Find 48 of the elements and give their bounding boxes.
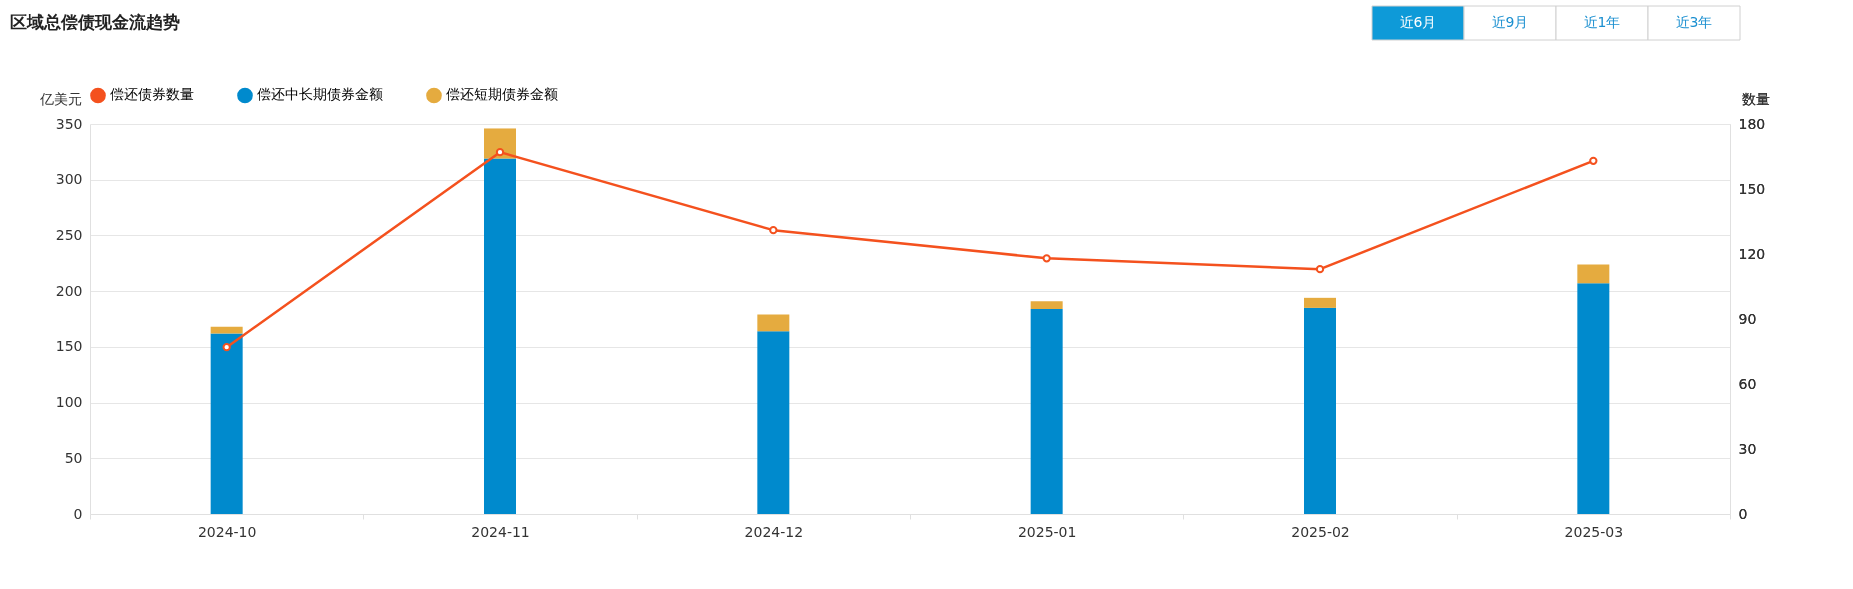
text: 近6月 <box>1399 14 1437 30</box>
y2-tick-label: 180 <box>1738 115 1766 132</box>
y2-tick-label: 120 <box>1738 245 1766 262</box>
y2-tick-label: 150 <box>1738 180 1766 197</box>
bar <box>210 333 243 514</box>
chart-title: 区域总偿债现金流趋势 <box>10 12 180 32</box>
y2-tick-label: 30 <box>1738 440 1757 457</box>
y2-tick-label: 90 <box>1738 310 1757 327</box>
y-tick-label: 0 <box>73 505 83 522</box>
y-tick-label: 350 <box>55 115 83 132</box>
y-tick-label: 50 <box>64 449 83 466</box>
bar <box>757 331 790 514</box>
y2-tick-label: 0 <box>1738 505 1748 522</box>
bar <box>1577 283 1610 514</box>
x-tick-label: 2024-12 <box>744 523 804 540</box>
bar <box>1030 308 1063 514</box>
y2-tick-label: 60 <box>1738 375 1757 392</box>
bar <box>1577 264 1610 284</box>
text: 近3年 <box>1675 14 1713 30</box>
y-tick-label: 250 <box>55 226 83 243</box>
y-tick-label: 300 <box>55 171 83 188</box>
x-tick-label: 2025-02 <box>1291 523 1350 540</box>
bar <box>1304 307 1336 514</box>
point <box>1589 156 1598 165</box>
y-axis-title: 亿美元 <box>38 90 82 107</box>
point <box>1315 265 1325 274</box>
y-tick-label: 100 <box>55 394 83 411</box>
point <box>222 343 231 352</box>
y2-axis-title: 数量 <box>1741 90 1770 107</box>
text: 近9月 <box>1491 14 1529 30</box>
x-tick-label: 2025-03 <box>1564 523 1624 540</box>
x-tick-label: 2024-11 <box>471 523 530 540</box>
bar <box>1304 297 1336 308</box>
y-tick-label: 150 <box>55 338 83 355</box>
bar <box>1030 301 1063 309</box>
point <box>495 148 505 157</box>
x-tick-label: 2025-01 <box>1017 523 1077 540</box>
x-tick-label: 2024-10 <box>197 523 257 540</box>
legend-label: 偿还中长期债券金额 <box>257 86 383 103</box>
text: 近1年 <box>1583 14 1621 30</box>
bar <box>484 158 516 514</box>
y-tick-label: 200 <box>55 282 83 299</box>
bar <box>757 314 790 332</box>
point <box>769 226 778 235</box>
point <box>1042 254 1051 263</box>
legend-label: 偿还债券数量 <box>110 86 194 103</box>
bar <box>210 326 243 334</box>
legend-label: 偿还短期债券金额 <box>446 86 558 103</box>
